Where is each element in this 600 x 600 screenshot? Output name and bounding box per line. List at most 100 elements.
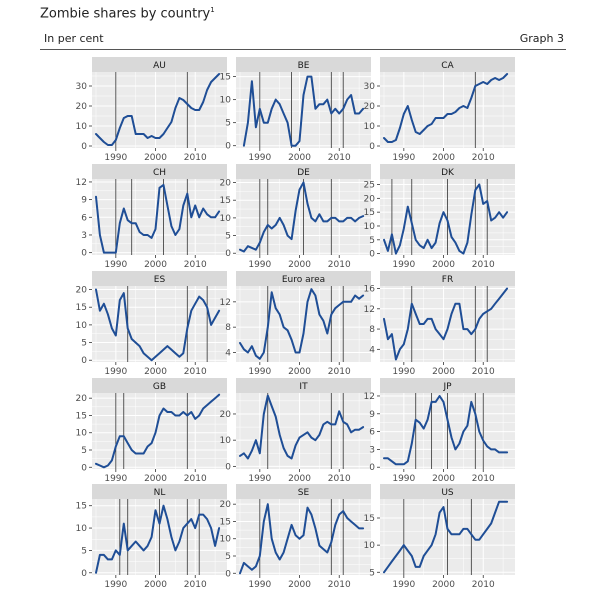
panel-nl: NL 0 5 10 15 1990 2000 2010	[76, 484, 227, 590]
y-tick-label: 10	[220, 214, 232, 224]
panel-au: AU 0 10 20 30 1990 2000 2010	[76, 57, 227, 163]
panel-dk: DK 0 5 10 15 20 25 1990 2000 2010	[364, 164, 515, 270]
x-tick-label: 2000	[288, 260, 311, 270]
y-tick-label: 10	[364, 122, 376, 132]
footnote-mark: 1	[210, 6, 215, 14]
series-line-be	[242, 75, 365, 147]
chart-subtitle: In per cent	[44, 32, 104, 45]
x-tick-label: 2000	[144, 260, 167, 270]
y-tick-label: 20	[76, 102, 88, 112]
y-tick-label: 5	[81, 339, 87, 349]
y-tick-label: 0	[369, 463, 375, 473]
y-tick-label: 5	[225, 232, 231, 242]
plot-area-es	[92, 286, 227, 362]
y-tick-label: 3	[81, 231, 87, 241]
panel-es: ES 0 5 10 15 20 1990 2000 2010	[76, 271, 227, 377]
strip-label-dk: DK	[441, 168, 455, 178]
graph-number-label: Graph 3	[519, 32, 564, 45]
panel-jp: JP 0 3 6 9 12 1990 2000 2010	[364, 378, 515, 484]
strip-label-es: ES	[154, 275, 166, 285]
x-tick-label: 1990	[392, 260, 415, 270]
series-line-es	[95, 288, 221, 362]
panel-euro-area: Euro area 4 8 12 1990 2000 2010	[220, 271, 371, 377]
y-tick-label: 5	[225, 119, 231, 129]
y-tick-label: 20	[220, 410, 232, 420]
y-tick-label: 0	[225, 142, 231, 152]
x-tick-label: 1990	[104, 153, 127, 163]
x-tick-label: 2010	[184, 153, 207, 163]
strip-ch	[92, 164, 227, 179]
x-tick-label: 1990	[248, 580, 271, 590]
y-tick-label: 6	[369, 428, 375, 438]
y-tick-label: 10	[220, 96, 232, 106]
title-text: Zombie shares by country	[40, 6, 211, 22]
y-tick-label: 12	[364, 392, 375, 402]
y-tick-label: 20	[220, 179, 232, 189]
strip-de	[236, 164, 371, 179]
panel-gb: GB 0 5 10 15 20 1990 2000 2010	[76, 378, 227, 484]
y-tick-label: 10	[76, 524, 88, 534]
plot-area-euro-area	[236, 286, 371, 362]
y-tick-label: 0	[369, 250, 375, 260]
x-tick-label: 1990	[104, 260, 127, 270]
y-tick-label: 20	[364, 102, 376, 112]
y-tick-label: 0	[225, 569, 231, 579]
strip-label-ch: CH	[153, 168, 166, 178]
strip-label-fr: FR	[442, 275, 453, 285]
y-tick-label: 0	[369, 142, 375, 152]
x-tick-label: 1990	[392, 153, 415, 163]
y-tick-label: 16	[364, 285, 376, 295]
x-tick-label: 2010	[472, 153, 495, 163]
y-tick-label: 10	[76, 321, 88, 331]
y-tick-label: 10	[220, 436, 232, 446]
y-tick-label: 20	[364, 194, 376, 204]
y-tick-label: 4	[369, 345, 375, 355]
panel-it: IT 0 10 20 1990 2000 2010	[220, 378, 371, 484]
y-tick-label: 10	[364, 222, 376, 232]
series-line-it	[239, 394, 365, 460]
y-tick-label: 5	[369, 568, 375, 578]
y-tick-label: 4	[225, 349, 231, 359]
strip-ca	[380, 57, 515, 72]
x-tick-label: 2010	[472, 580, 495, 590]
x-tick-label: 1990	[248, 153, 271, 163]
y-tick-label: 10	[76, 429, 88, 439]
chart-title: Zombie shares by country1	[40, 6, 215, 21]
y-tick-label: 0	[81, 249, 87, 259]
strip-fr	[380, 271, 515, 286]
strip-se	[236, 484, 371, 499]
x-tick-label: 2010	[184, 474, 207, 484]
x-tick-label: 2010	[472, 367, 495, 377]
y-tick-label: 25	[364, 181, 375, 191]
x-tick-label: 2010	[184, 580, 207, 590]
y-tick-label: 10	[76, 122, 88, 132]
y-tick-label: 9	[369, 410, 375, 420]
panel-fr: FR 4 8 12 16 1990 2000 2010	[364, 271, 515, 377]
strip-label-euro-area: Euro area	[282, 275, 325, 285]
x-tick-label: 2010	[184, 260, 207, 270]
plot-area-ca	[380, 72, 515, 148]
x-tick-label: 1990	[104, 367, 127, 377]
y-tick-label: 15	[76, 502, 87, 512]
y-tick-label: 12	[76, 178, 87, 188]
y-tick-label: 0	[81, 142, 87, 152]
strip-label-gb: GB	[153, 382, 166, 392]
series-line-ca	[383, 73, 509, 143]
x-tick-label: 2000	[144, 153, 167, 163]
x-tick-label: 2000	[288, 367, 311, 377]
panel-de: DE 0 5 10 15 20 1990 2000 2010	[220, 164, 371, 270]
panel-ca: CA 0 10 20 30 1990 2000 2010	[364, 57, 515, 163]
y-tick-label: 0	[225, 249, 231, 259]
y-tick-label: 15	[220, 517, 231, 527]
y-tick-label: 6	[81, 213, 87, 223]
y-tick-label: 0	[81, 569, 87, 579]
x-tick-label: 2000	[288, 153, 311, 163]
x-tick-label: 1990	[104, 474, 127, 484]
y-tick-label: 12	[220, 298, 231, 308]
x-tick-label: 1990	[248, 260, 271, 270]
strip-es	[92, 271, 227, 286]
y-tick-label: 10	[364, 541, 376, 551]
y-tick-label: 20	[76, 394, 88, 404]
y-tick-label: 0	[81, 463, 87, 473]
y-tick-label: 20	[220, 500, 232, 510]
